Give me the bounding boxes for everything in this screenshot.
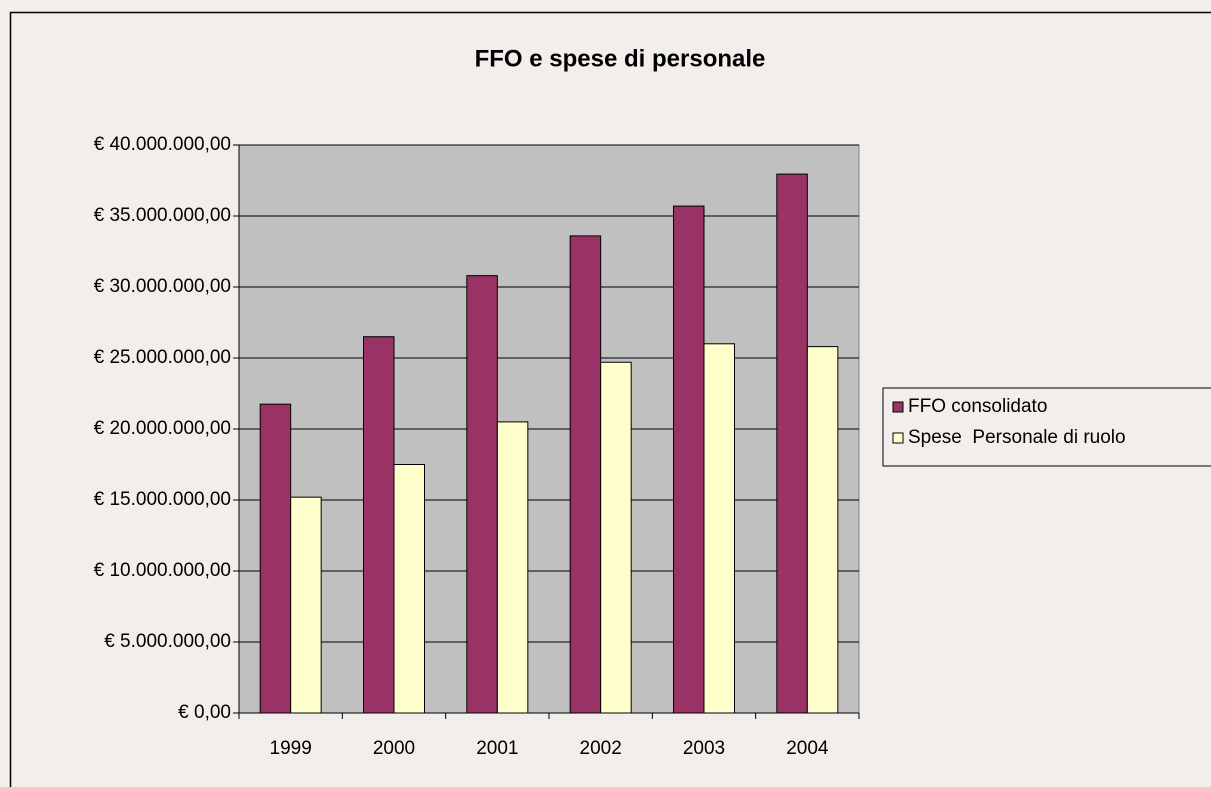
legend-label: FFO consolidato [908, 396, 1047, 417]
x-tick-label: 1999 [270, 738, 312, 759]
bar [466, 275, 498, 714]
bar [806, 346, 839, 714]
x-tick-label: 2004 [786, 738, 829, 759]
x-tick-label: 2001 [476, 738, 518, 759]
bar [496, 421, 529, 714]
y-tick-label: € 0,00 [178, 702, 231, 723]
x-tick-label: 2002 [580, 738, 622, 759]
y-tick-label: € 40.000.000,00 [94, 134, 231, 155]
legend-swatch [892, 401, 904, 413]
y-tick-label: € 30.000.000,00 [94, 276, 231, 297]
bar [703, 343, 735, 714]
y-tick-label: € 20.000.000,00 [94, 418, 231, 439]
bar [673, 205, 705, 714]
chart-title: FFO e spese di personale [475, 45, 766, 72]
y-tick-label: € 35.000.000,00 [94, 205, 231, 226]
bar [290, 496, 322, 714]
bar [259, 403, 292, 714]
bar [776, 173, 808, 714]
bar [569, 235, 602, 714]
y-tick-label: € 15.000.000,00 [94, 489, 231, 510]
legend-label: Spese Personale di ruolo [908, 427, 1126, 448]
bar [600, 361, 632, 714]
y-tick-label: € 5.000.000,00 [104, 631, 231, 652]
legend-swatch [892, 432, 904, 444]
y-tick-label: € 10.000.000,00 [94, 560, 231, 581]
legend-box [882, 387, 1211, 467]
x-tick-label: 2000 [373, 738, 415, 759]
bar [393, 464, 425, 714]
y-tick-label: € 25.000.000,00 [94, 347, 231, 368]
x-tick-label: 2003 [683, 738, 725, 759]
bar [363, 336, 395, 714]
